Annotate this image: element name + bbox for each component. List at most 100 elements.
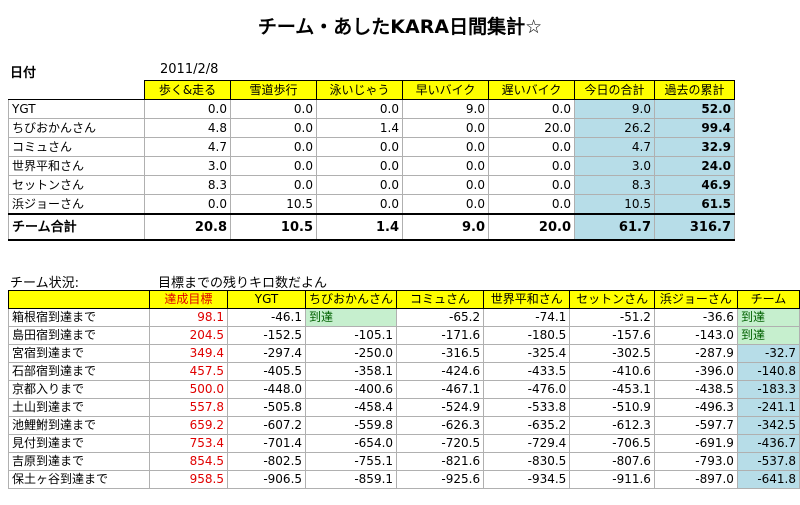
remaining-cell: -537.8 — [736, 452, 800, 471]
value-cell: 0.0 — [488, 175, 575, 195]
table-header-row: 達成目標 YGT ちびおかんさん コミュさん 世界平和さん セットンさん 浜ジョーさん チーム — [8, 290, 800, 309]
remaining-cell: -706.5 — [569, 434, 655, 453]
column-header: 歩く&走る — [144, 80, 231, 100]
remaining-cell: -635.2 — [483, 416, 571, 435]
remaining-cell: -934.5 — [483, 470, 571, 489]
remaining-cell: -612.3 — [569, 416, 655, 435]
goal-cell: 557.8 — [148, 398, 228, 417]
remaining-cell: -105.1 — [305, 326, 398, 345]
header-blank-cell — [8, 290, 150, 309]
column-header: 雪道歩行 — [230, 80, 317, 100]
table-row: 池鯉鮒到達まで 659.2 -607.2 -559.8 -626.3 -635.2 -612… — [8, 416, 800, 435]
table-row: 石部宿到達まで 457.5 -405.5 -358.1 -424.6 -433.5 -410… — [8, 362, 800, 381]
column-header: 過去の累計 — [654, 80, 735, 100]
table-row: 見付到達まで 753.4 -701.4 -654.0 -720.5 -729.4 -706.… — [8, 434, 800, 453]
date-label: 日付 — [10, 66, 37, 81]
milestone-name: 京都入りまで — [8, 380, 150, 399]
value-cell: 0.0 — [316, 137, 403, 157]
table-row: 京都入りまで 500.0 -448.0 -400.6 -467.1 -476.0 -453.… — [8, 380, 800, 399]
table-row: 島田宿到達まで 204.5 -152.5 -105.1 -171.6 -180.5 -157… — [8, 326, 800, 345]
remaining-cell: -467.1 — [396, 380, 485, 399]
table-row: YGT 0.0 0.0 0.0 9.0 0.0 9.0 52.0 — [8, 99, 735, 119]
column-header: コミュさん — [396, 290, 485, 309]
member-name: コミュさん — [8, 137, 145, 157]
remaining-cell: -74.1 — [483, 308, 571, 327]
column-header: 世界平和さん — [483, 290, 571, 309]
milestone-name: 見付到達まで — [8, 434, 150, 453]
remaining-cell: -448.0 — [226, 380, 307, 399]
value-cell: 46.9 — [654, 175, 735, 195]
milestone-name: 吉原到達まで — [8, 452, 150, 471]
remaining-cell: -302.5 — [569, 344, 655, 363]
value-cell: 24.0 — [654, 156, 735, 176]
total-cell: 1.4 — [316, 213, 403, 241]
table-row: 土山到達まで 557.8 -505.8 -458.4 -524.9 -533.8 -510.… — [8, 398, 800, 417]
remaining-cell: -143.0 — [653, 326, 738, 345]
remaining-cell: -626.3 — [396, 416, 485, 435]
remaining-cell: -325.4 — [483, 344, 571, 363]
remaining-cell: -496.3 — [653, 398, 738, 417]
remaining-cell: -316.5 — [396, 344, 485, 363]
value-cell: 8.3 — [144, 175, 231, 195]
remaining-cell: -32.7 — [736, 344, 800, 363]
milestone-name: 池鯉鮒到達まで — [8, 416, 150, 435]
team-status-note: 目標までの残りキロ数だよん — [158, 276, 328, 291]
table-row: 浜ジョーさん 0.0 10.5 0.0 0.0 0.0 10.5 61.5 — [8, 194, 735, 215]
milestone-name: 土山到達まで — [8, 398, 150, 417]
remaining-cell: -180.5 — [483, 326, 571, 345]
column-header: ちびおかんさん — [305, 290, 398, 309]
goal-cell: 98.1 — [148, 308, 228, 327]
value-cell: 0.0 — [230, 175, 317, 195]
total-cell: 20.8 — [144, 213, 231, 241]
remaining-cell: -720.5 — [396, 434, 485, 453]
value-cell: 0.0 — [316, 156, 403, 176]
milestone-name: 島田宿到達まで — [8, 326, 150, 345]
value-cell: 0.0 — [144, 194, 231, 215]
total-cell: 61.7 — [574, 213, 655, 241]
value-cell: 0.0 — [488, 156, 575, 176]
value-cell: 32.9 — [654, 137, 735, 157]
remaining-cell: -405.5 — [226, 362, 307, 381]
remaining-cell: -46.1 — [226, 308, 307, 327]
remaining-cell: -424.6 — [396, 362, 485, 381]
total-cell: 316.7 — [654, 213, 735, 241]
value-cell: 0.0 — [402, 118, 489, 138]
value-cell: 4.8 — [144, 118, 231, 138]
remaining-cell: -802.5 — [226, 452, 307, 471]
table-row: 世界平和さん 3.0 0.0 0.0 0.0 0.0 3.0 24.0 — [8, 156, 735, 176]
table-header-row: 歩く&走る 雪道歩行 泳いじゃう 早いバイク 遅いバイク 今日の合計 過去の累計 — [8, 80, 735, 100]
value-cell: 0.0 — [230, 99, 317, 119]
member-name: 浜ジョーさん — [8, 194, 145, 215]
remaining-cell: -654.0 — [305, 434, 398, 453]
remaining-cell: -524.9 — [396, 398, 485, 417]
column-header: YGT — [226, 290, 307, 309]
remaining-cell: -358.1 — [305, 362, 398, 381]
remaining-cell: -641.8 — [736, 470, 800, 489]
value-cell: 0.0 — [316, 194, 403, 215]
goal-cell: 958.5 — [148, 470, 228, 489]
table-row: ちびおかんさん 4.8 0.0 1.4 0.0 20.0 26.2 99.4 — [8, 118, 735, 138]
value-cell: 20.0 — [488, 118, 575, 138]
remaining-cell: -140.8 — [736, 362, 800, 381]
value-cell: 0.0 — [488, 137, 575, 157]
value-cell: 52.0 — [654, 99, 735, 119]
table-row: コミュさん 4.7 0.0 0.0 0.0 0.0 4.7 32.9 — [8, 137, 735, 157]
table-row: セットンさん 8.3 0.0 0.0 0.0 0.0 8.3 46.9 — [8, 175, 735, 195]
value-cell: 0.0 — [316, 99, 403, 119]
milestone-name: 保土ヶ谷到達まで — [8, 470, 150, 489]
value-cell: 99.4 — [654, 118, 735, 138]
column-header: 遅いバイク — [488, 80, 575, 100]
remaining-cell: -400.6 — [305, 380, 398, 399]
remaining-cell: -438.5 — [653, 380, 738, 399]
value-cell: 9.0 — [402, 99, 489, 119]
goal-cell: 753.4 — [148, 434, 228, 453]
goal-cell: 854.5 — [148, 452, 228, 471]
remaining-cell: -453.1 — [569, 380, 655, 399]
remaining-cell: -342.5 — [736, 416, 800, 435]
remaining-cell: -510.9 — [569, 398, 655, 417]
value-cell: 0.0 — [402, 137, 489, 157]
remaining-cell: -436.7 — [736, 434, 800, 453]
value-cell: 10.5 — [230, 194, 317, 215]
goal-cell: 204.5 — [148, 326, 228, 345]
table-row: 保土ヶ谷到達まで 958.5 -906.5 -859.1 -925.6 -934.5 -91… — [8, 470, 800, 489]
